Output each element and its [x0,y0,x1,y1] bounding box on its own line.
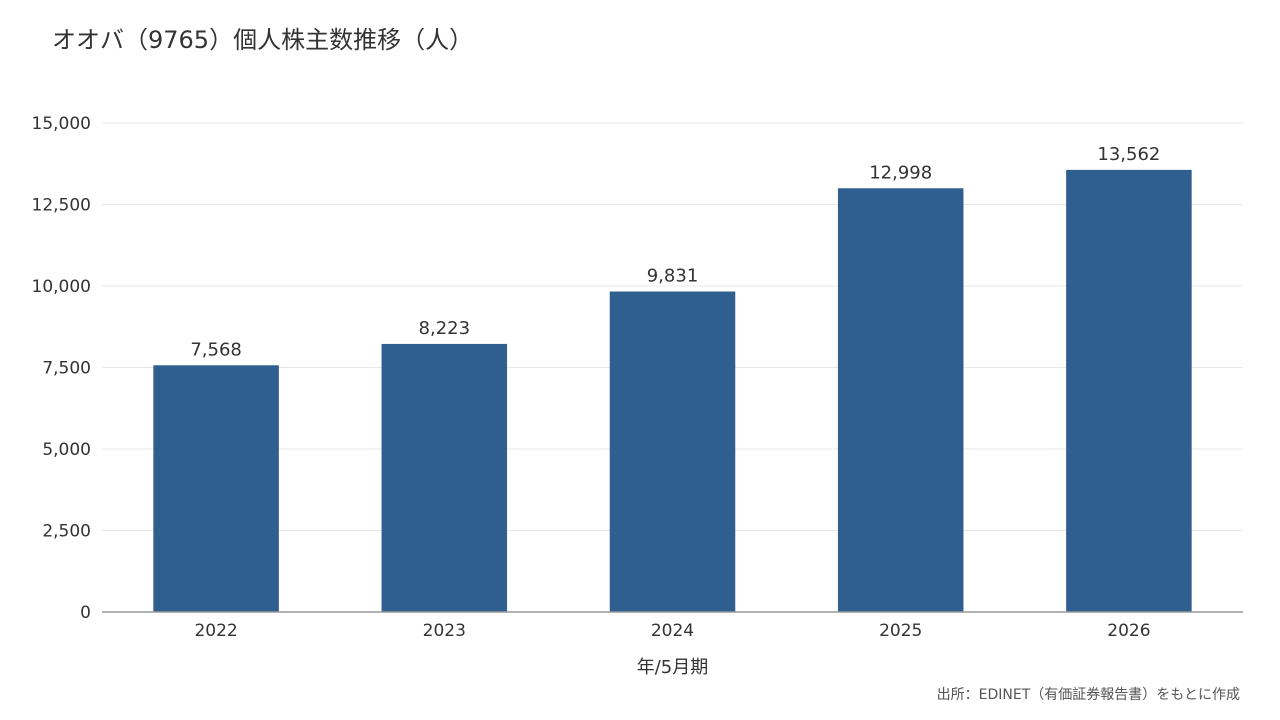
x-tick-label: 2025 [879,621,922,641]
y-tick-label: 7,500 [42,359,91,379]
source-note: 出所：EDINET（有価証券報告書）をもとに作成 [936,687,1240,703]
chart-title: オオバ（9765）個人株主数推移（人） [52,26,474,54]
y-tick-label: 12,500 [32,196,91,216]
x-axis-ticks: 2022 2023 2024 2025 2026 [194,621,1150,641]
y-tick-label: 10,000 [32,277,91,297]
y-tick-label: 5,000 [42,440,91,460]
value-label: 9,831 [647,266,699,287]
bar-2024 [609,291,736,612]
x-tick-label: 2026 [1107,621,1150,641]
bar-2025 [837,188,964,612]
x-tick-label: 2022 [194,621,237,641]
value-label: 7,568 [190,339,242,360]
bar-2022 [153,365,279,612]
x-axis-label: 年/5月期 [637,657,709,678]
y-tick-label: 2,500 [42,522,91,542]
bars [153,169,1192,613]
x-tick-label: 2024 [651,621,694,641]
y-tick-label: 15,000 [32,114,91,134]
value-label: 13,562 [1097,144,1160,165]
value-label: 8,223 [419,318,471,339]
value-labels: 7,568 8,223 9,831 12,998 13,562 [190,144,1160,360]
y-axis-ticks: 0 2,500 5,000 7,500 10,000 12,500 15,000 [32,114,91,623]
x-tick-label: 2023 [423,621,466,641]
y-tick-label: 0 [80,603,91,623]
value-label: 12,998 [869,162,932,183]
bar-2026 [1066,169,1192,613]
bar-2023 [381,343,508,612]
